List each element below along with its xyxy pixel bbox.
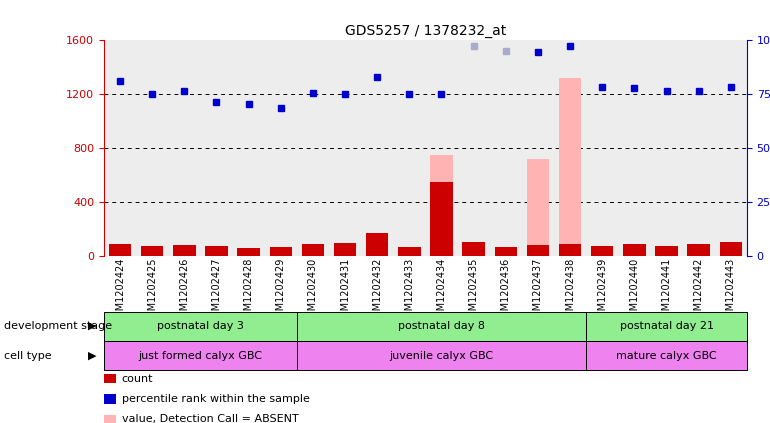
Bar bbox=[655, 246, 678, 256]
Bar bbox=[393, 40, 425, 256]
Title: GDS5257 / 1378232_at: GDS5257 / 1378232_at bbox=[345, 24, 506, 38]
Bar bbox=[200, 40, 233, 256]
Bar bbox=[398, 247, 420, 256]
Bar bbox=[430, 182, 453, 256]
Bar bbox=[490, 40, 522, 256]
Bar bbox=[688, 244, 710, 256]
Bar bbox=[618, 40, 651, 256]
Bar bbox=[302, 244, 324, 256]
Bar bbox=[329, 40, 361, 256]
Bar bbox=[104, 40, 136, 256]
Text: juvenile calyx GBC: juvenile calyx GBC bbox=[390, 351, 494, 361]
Bar bbox=[586, 40, 618, 256]
Bar bbox=[270, 247, 292, 256]
Bar bbox=[494, 247, 517, 256]
Bar bbox=[457, 40, 490, 256]
Bar bbox=[109, 244, 131, 256]
Bar bbox=[463, 242, 485, 256]
Bar bbox=[297, 40, 329, 256]
Bar bbox=[559, 78, 581, 256]
Text: count: count bbox=[122, 374, 153, 384]
Bar bbox=[554, 40, 586, 256]
Bar bbox=[559, 244, 581, 256]
Bar bbox=[141, 246, 163, 256]
Bar bbox=[425, 40, 457, 256]
Text: ▶: ▶ bbox=[88, 321, 97, 331]
Text: development stage: development stage bbox=[4, 321, 112, 331]
Text: cell type: cell type bbox=[4, 351, 52, 361]
Text: percentile rank within the sample: percentile rank within the sample bbox=[122, 394, 310, 404]
Bar bbox=[527, 159, 549, 256]
Bar bbox=[522, 40, 554, 256]
Bar bbox=[715, 40, 747, 256]
Bar bbox=[334, 243, 357, 256]
Bar bbox=[173, 245, 196, 256]
Bar bbox=[430, 155, 453, 256]
Text: postnatal day 21: postnatal day 21 bbox=[620, 321, 714, 331]
Bar bbox=[233, 40, 265, 256]
Bar bbox=[361, 40, 393, 256]
Bar bbox=[237, 248, 259, 256]
Text: postnatal day 3: postnatal day 3 bbox=[157, 321, 244, 331]
Text: ▶: ▶ bbox=[88, 351, 97, 361]
Bar bbox=[591, 246, 614, 256]
Bar bbox=[366, 233, 388, 256]
Bar bbox=[527, 245, 549, 256]
Text: mature calyx GBC: mature calyx GBC bbox=[616, 351, 717, 361]
Bar bbox=[683, 40, 715, 256]
Bar bbox=[265, 40, 296, 256]
Bar bbox=[623, 244, 645, 256]
Text: value, Detection Call = ABSENT: value, Detection Call = ABSENT bbox=[122, 414, 299, 423]
Text: postnatal day 8: postnatal day 8 bbox=[398, 321, 485, 331]
Text: just formed calyx GBC: just formed calyx GBC bbox=[139, 351, 263, 361]
Bar bbox=[168, 40, 200, 256]
Bar bbox=[136, 40, 168, 256]
Bar bbox=[651, 40, 683, 256]
Bar bbox=[720, 242, 742, 256]
Bar bbox=[206, 247, 228, 256]
